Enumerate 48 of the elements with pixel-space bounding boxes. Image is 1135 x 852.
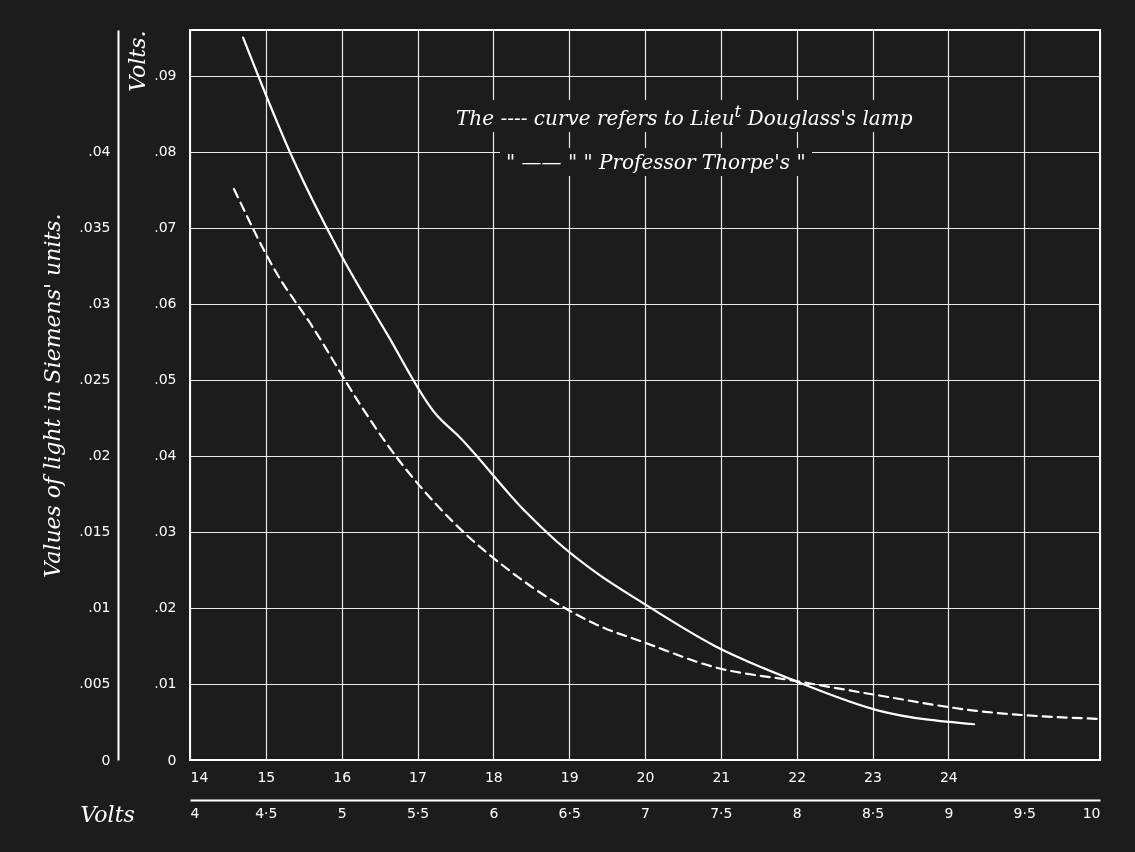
x-tick-label: 9·5: [1013, 804, 1036, 821]
x2-tick-label: 16: [333, 768, 352, 785]
x-tick-label: 10: [1082, 804, 1101, 821]
y-tick-label: .06: [154, 295, 177, 312]
y2-tick-label: .015: [79, 523, 111, 540]
x-tick-label: 6: [489, 804, 499, 821]
x2-tick-label: 20: [636, 768, 655, 785]
y-tick-label: .03: [154, 523, 177, 540]
x-tick-label: 7: [641, 804, 650, 821]
y-axis-title: Volts.: [125, 30, 151, 92]
x2-tick-label: 17: [409, 768, 427, 785]
x-tick-label: 8: [792, 804, 802, 821]
y2-tick-label: 0: [101, 751, 111, 768]
y-tick-label: .04: [154, 447, 177, 464]
x2-tick-label: 15: [257, 768, 276, 785]
y2-tick-label: .03: [88, 295, 111, 312]
y2-tick-label: .025: [79, 371, 111, 388]
x-tick-label: 4·5: [255, 804, 278, 821]
x-tick-label: 5·5: [406, 804, 430, 821]
x-tick-label: 7·5: [710, 804, 733, 821]
x2-tick-label: 21: [712, 768, 731, 785]
x2-tick-label: 24: [939, 768, 958, 785]
x-tick-label: 8·5: [861, 804, 885, 821]
y2-tick-label: .01: [88, 599, 111, 616]
x-tick-label: 6·5: [558, 804, 581, 821]
x2-tick-label: 23: [864, 768, 882, 785]
y-tick-label: .08: [154, 143, 177, 160]
x-axis-title: Volts: [80, 801, 135, 827]
x2-tick-label: 18: [484, 768, 503, 785]
x-tick-label: 4: [190, 804, 200, 821]
x-tick-label: 9: [944, 804, 954, 821]
annotation: The ---- curve refers to Lieu$^{t}$ Douglass's lamp: [450, 100, 919, 132]
y2-tick-label: .02: [88, 447, 111, 464]
y-tick-label: .02: [154, 599, 177, 616]
y-tick-label: .05: [154, 371, 177, 388]
x2-tick-label: 22: [788, 768, 807, 785]
x-tick-label: 5: [337, 804, 347, 821]
y2-tick-label: .035: [79, 219, 111, 236]
x2-tick-label: 19: [560, 768, 579, 785]
y2-tick-label: .04: [88, 143, 111, 160]
x2-tick-label: 14: [190, 768, 209, 785]
y-tick-label: .07: [154, 219, 177, 236]
y2-tick-label: .005: [79, 675, 111, 692]
y-tick-label: .09: [154, 67, 177, 84]
y2-axis-title: Values of light in Siemens' units.: [40, 213, 66, 578]
annotation: " —— " " Professor Thorpe's ": [500, 148, 812, 176]
y-tick-label: 0: [167, 751, 177, 768]
y-tick-label: .01: [154, 675, 177, 692]
